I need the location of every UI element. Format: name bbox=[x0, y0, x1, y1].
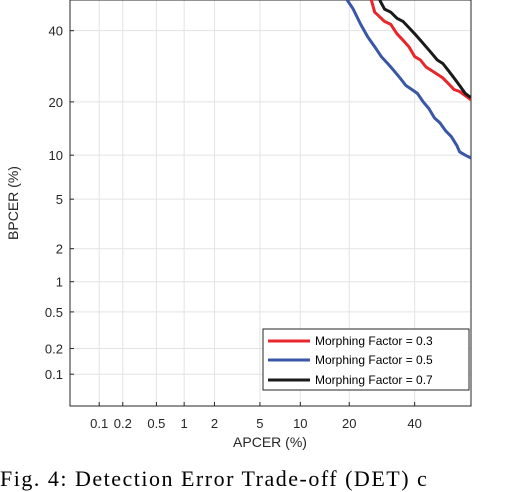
figure-caption: Fig. 4: Detection Error Trade-off (DET) … bbox=[0, 466, 429, 491]
x-tick-label: 2 bbox=[211, 416, 218, 431]
legend: Morphing Factor = 0.3 Morphing Factor = … bbox=[262, 328, 470, 391]
x-tick-label: 10 bbox=[293, 416, 307, 431]
series-line-0 bbox=[369, 0, 471, 102]
x-axis-ticks: 0.1 0.2 0.5 1 2 5 10 20 40 bbox=[90, 402, 422, 431]
y-tick-label: 40 bbox=[49, 24, 63, 39]
y-tick-label: 1 bbox=[56, 275, 63, 290]
y-axis-ticks: 0.1 0.2 0.5 1 2 5 10 20 40 bbox=[45, 24, 74, 382]
y-tick-label: 20 bbox=[49, 95, 63, 110]
x-tick-label: 5 bbox=[256, 416, 263, 431]
plot-area-frame bbox=[69, 0, 472, 407]
y-tick-label: 0.5 bbox=[45, 305, 63, 320]
y-tick-label: 2 bbox=[56, 242, 63, 257]
y-tick-label: 10 bbox=[49, 148, 63, 163]
legend-label-0: Morphing Factor = 0.3 bbox=[315, 334, 433, 348]
y-tick-label: 0.1 bbox=[45, 367, 63, 382]
y-tick-label: 0.2 bbox=[45, 342, 63, 357]
x-tick-label: 20 bbox=[342, 416, 356, 431]
series-line-1 bbox=[345, 0, 471, 160]
x-tick-label: 1 bbox=[181, 416, 188, 431]
legend-label-1: Morphing Factor = 0.5 bbox=[315, 353, 433, 367]
series-line-2 bbox=[378, 0, 471, 99]
x-axis-label: APCER (%) bbox=[233, 434, 307, 450]
x-tick-label: 0.1 bbox=[90, 416, 108, 431]
x-tick-label: 0.2 bbox=[114, 416, 132, 431]
x-tick-label: 40 bbox=[407, 416, 421, 431]
det-chart: 0.1 0.2 0.5 1 2 5 10 20 40 0.1 0.2 0.5 1 2 5 10 20 40 AP… bbox=[5, 0, 472, 450]
legend-label-2: Morphing Factor = 0.7 bbox=[315, 373, 433, 387]
series-lines bbox=[345, 0, 471, 160]
y-axis-label: BPCER (%) bbox=[5, 166, 21, 240]
y-tick-label: 5 bbox=[56, 192, 63, 207]
x-tick-label: 0.5 bbox=[147, 416, 165, 431]
grid-lines bbox=[70, 0, 471, 406]
